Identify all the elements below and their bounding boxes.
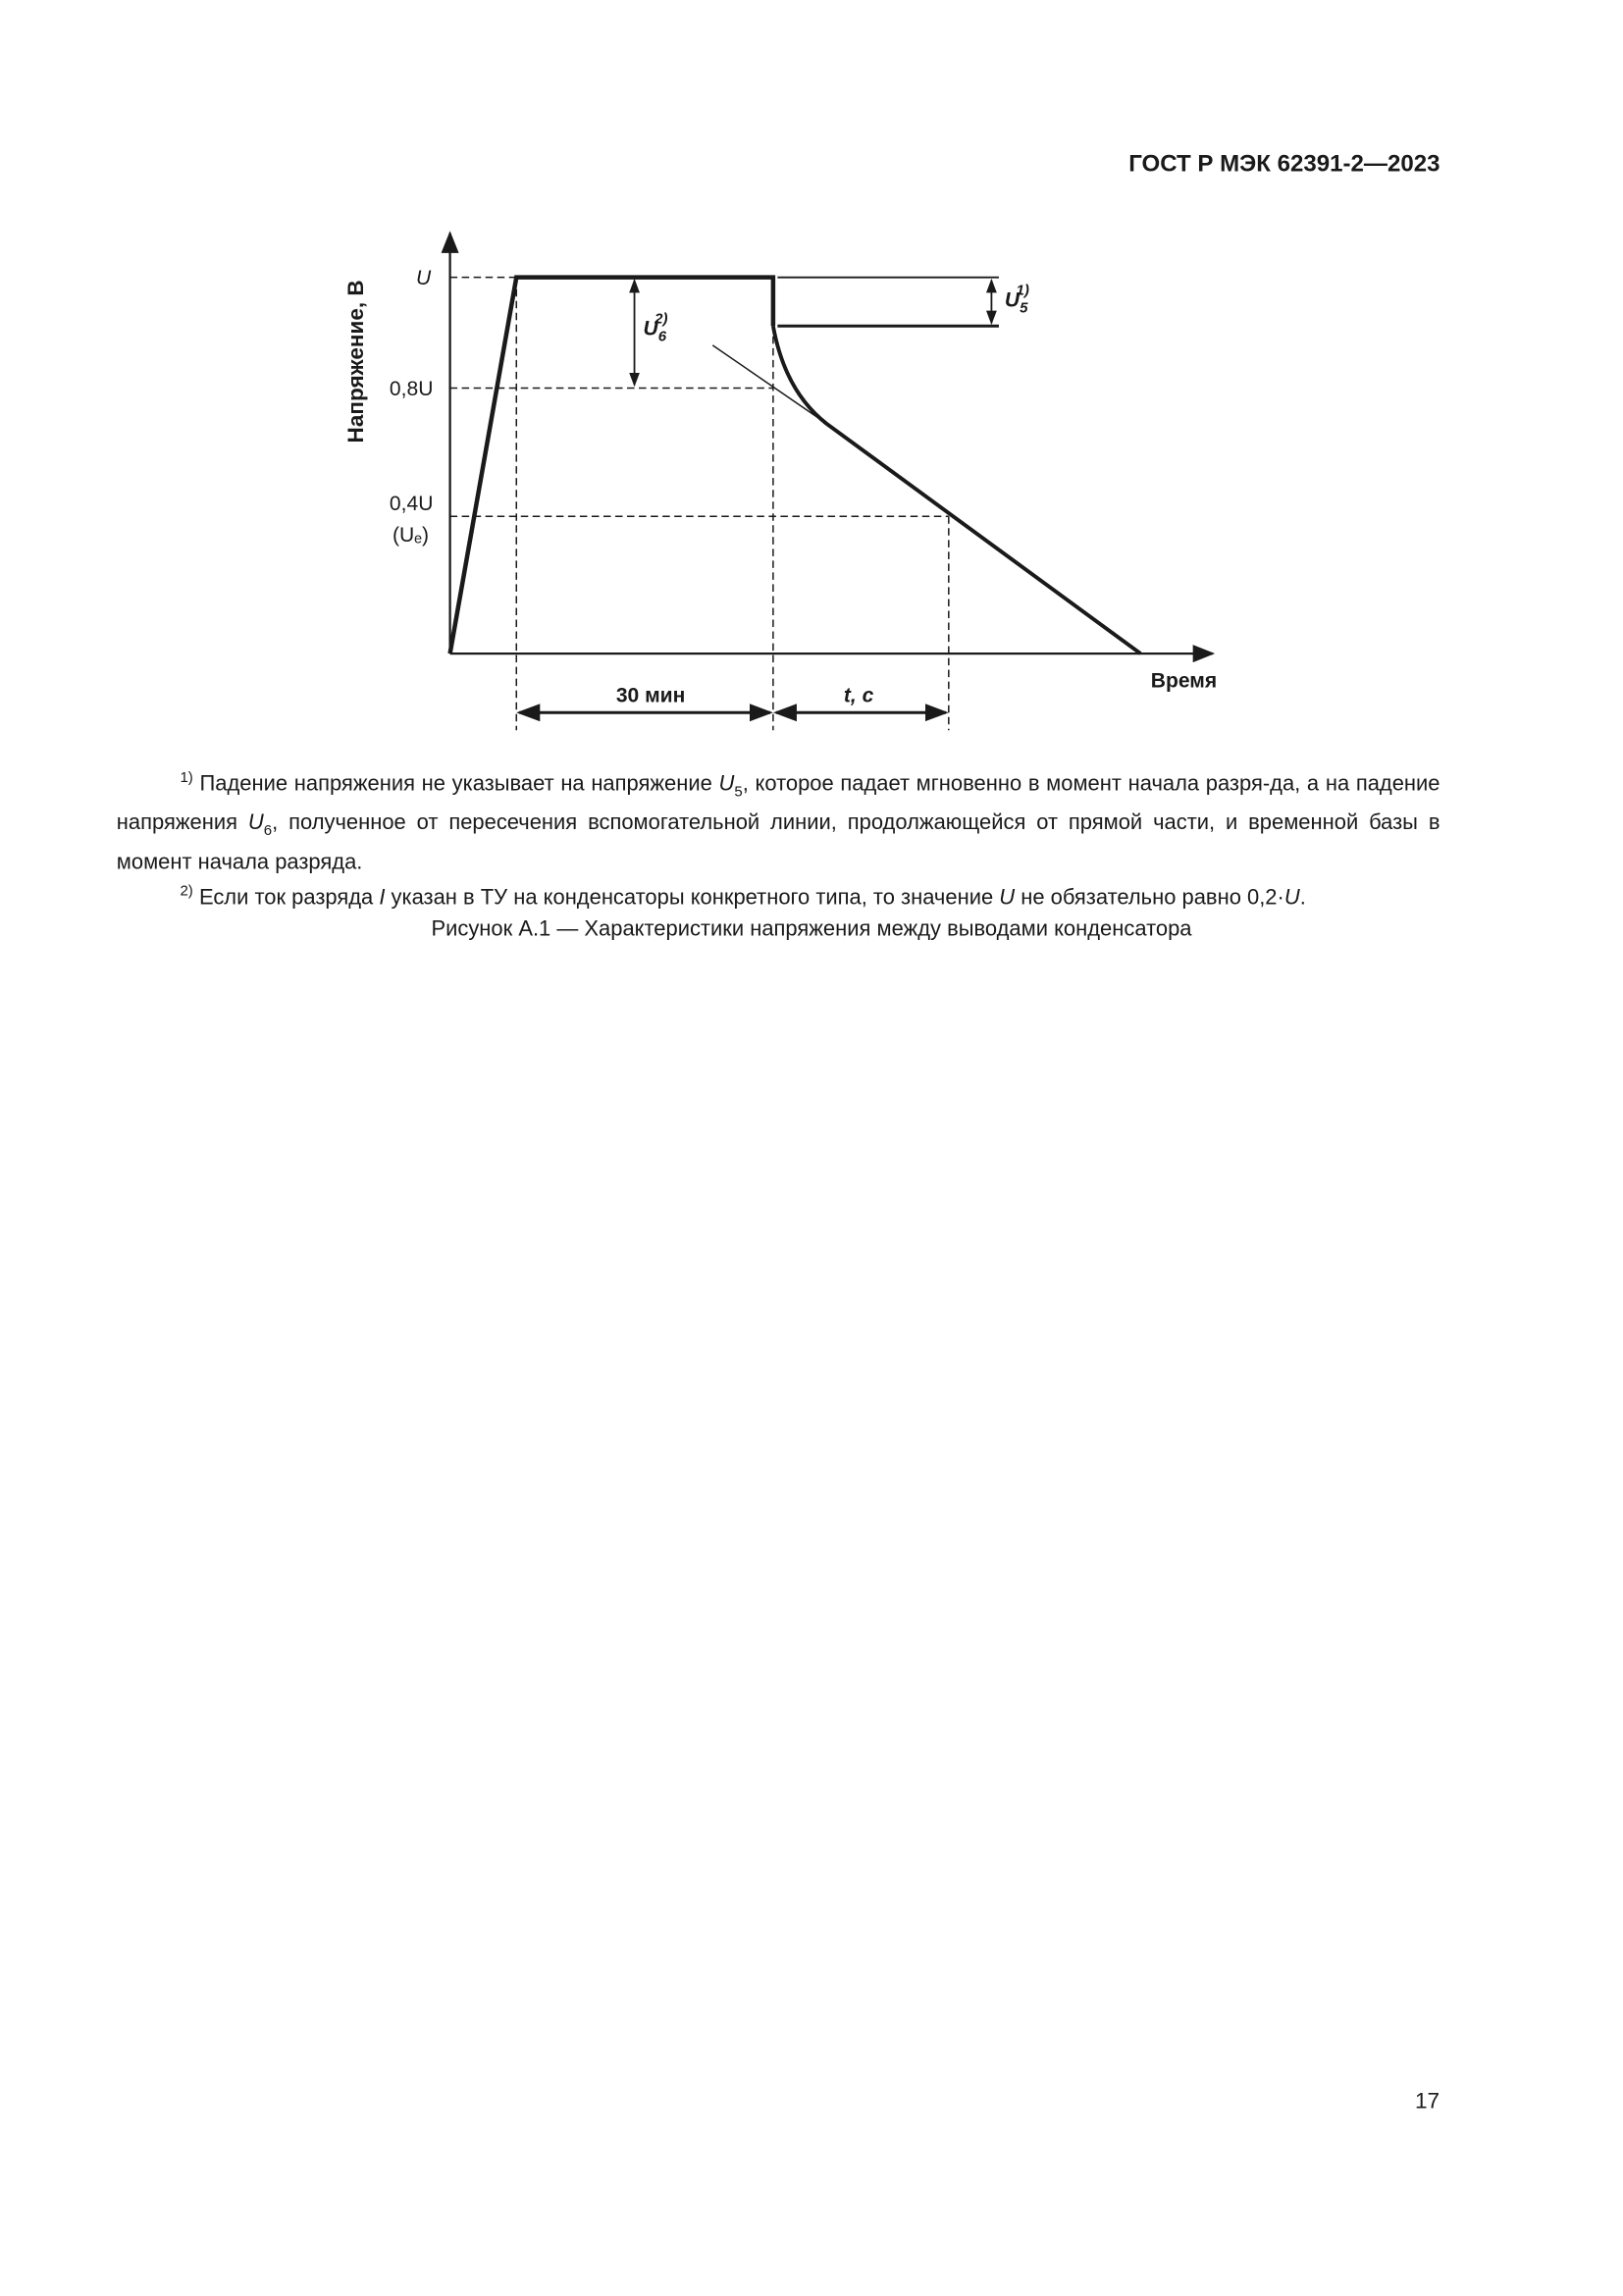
figure-caption: Рисунок А.1 — Характеристики напряжения … xyxy=(431,917,1192,942)
footnotes: 1) Падение напряжения не указывает на на… xyxy=(117,764,1440,914)
tick-u: U xyxy=(416,267,432,289)
x-axis-label: Время xyxy=(1151,670,1217,693)
tick-04u: 0,4U xyxy=(390,493,433,515)
page-number: 17 xyxy=(1414,2089,1440,2114)
footnote-1: 1) Падение напряжения не указывает на на… xyxy=(116,769,1440,875)
tick-ue: (Uₑ) xyxy=(393,524,429,547)
footnote-2: 2) Если ток разряда I указан в ТУ на кон… xyxy=(180,883,1306,911)
interval2-label: t, с xyxy=(844,685,874,707)
auxiliary-line xyxy=(711,344,827,425)
discharge-curve xyxy=(770,325,1142,655)
interval1-label: 30 мин xyxy=(616,685,685,707)
voltage-curve xyxy=(447,275,776,654)
tick-08u: 0,8U xyxy=(390,378,433,400)
u6-label: U62) xyxy=(644,310,668,344)
document-id: ГОСТ Р МЭК 62391-2—2023 xyxy=(1128,151,1440,178)
interval2-text: t, с xyxy=(844,685,874,707)
y-axis-label: Напряжение, В xyxy=(343,280,368,443)
voltage-figure: Напряжение, В U 0,8U 0,4U (Uₑ) Время 30 … xyxy=(343,231,1217,731)
u5-label: U51) xyxy=(1005,283,1029,317)
